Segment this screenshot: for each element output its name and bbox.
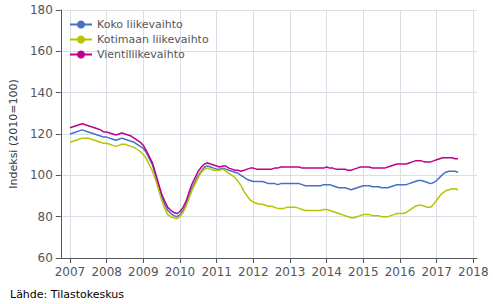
svg-text:Lähde: Tilastokeskus: Lähde: Tilastokeskus — [10, 288, 124, 301]
svg-text:Koko liikevaihto: Koko liikevaihto — [97, 18, 183, 31]
svg-text:2015: 2015 — [348, 265, 379, 279]
svg-text:180: 180 — [30, 3, 53, 17]
svg-text:Kotimaan liikevaihto: Kotimaan liikevaihto — [97, 33, 209, 46]
svg-text:2014: 2014 — [311, 265, 342, 279]
svg-text:2010: 2010 — [165, 265, 196, 279]
svg-text:Vientiliikevaihto: Vientiliikevaihto — [97, 48, 185, 61]
svg-text:2008: 2008 — [91, 265, 122, 279]
svg-text:2018: 2018 — [458, 265, 489, 279]
svg-text:2013: 2013 — [275, 265, 306, 279]
svg-text:60: 60 — [38, 251, 53, 265]
svg-text:160: 160 — [30, 44, 53, 58]
svg-text:2009: 2009 — [128, 265, 159, 279]
svg-text:2011: 2011 — [201, 265, 232, 279]
svg-text:80: 80 — [38, 210, 53, 224]
svg-text:2017: 2017 — [421, 265, 452, 279]
svg-text:2007: 2007 — [55, 265, 86, 279]
svg-text:Indeksi (2010=100): Indeksi (2010=100) — [7, 79, 20, 188]
svg-text:120: 120 — [30, 127, 53, 141]
svg-text:100: 100 — [30, 168, 53, 182]
svg-text:2012: 2012 — [238, 265, 269, 279]
svg-text:140: 140 — [30, 86, 53, 100]
svg-text:2016: 2016 — [385, 265, 416, 279]
